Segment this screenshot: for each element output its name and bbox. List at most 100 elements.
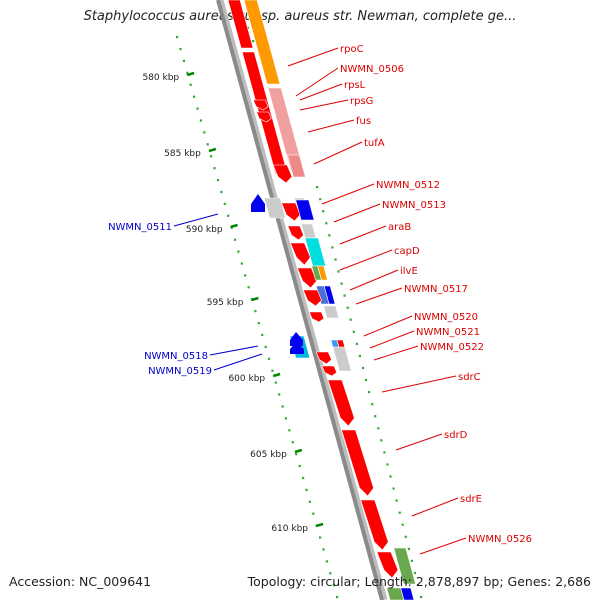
ruler-dot: [291, 441, 294, 444]
cds-block-rev-grey-1: [263, 197, 286, 219]
gene-label-text: ilvE: [400, 266, 418, 277]
ruler-dot: [257, 322, 260, 325]
ruler-dot: [281, 405, 284, 408]
ruler-dot: [271, 369, 274, 372]
leader-line: [295, 67, 339, 97]
gene-label-sdrC: sdrC: [381, 372, 481, 393]
ruler-dot: [383, 451, 386, 454]
cds-arrow-0517: [308, 311, 325, 323]
leader-line: [395, 433, 443, 451]
tick-600: 600 kbp: [228, 372, 281, 384]
ruler-dot: [374, 415, 377, 418]
ruler-dot: [223, 202, 226, 205]
gene-label-NWMN_0519: NWMN_0519: [148, 353, 263, 377]
gene-label-text: capD: [394, 246, 420, 257]
gene-label-NWMN_0521: NWMN_0521: [369, 327, 480, 349]
gene-label-text: NWMN_0519: [148, 366, 212, 377]
gene-label-NWMN_0526: NWMN_0526: [419, 534, 532, 555]
cds-block-grey-2: [300, 223, 317, 239]
gene-label-text: sdrE: [460, 494, 482, 505]
cds-arrow-0526: [376, 551, 399, 579]
leader-line: [299, 83, 343, 101]
ruler-dot: [346, 306, 349, 309]
tick-mark: [230, 223, 238, 229]
ruler-dot: [336, 596, 339, 599]
ruler-dot: [404, 535, 407, 538]
gene-label-tufA: tufA: [313, 138, 385, 165]
ruler-dot: [244, 274, 247, 277]
ruler-dot: [349, 318, 352, 321]
ruler-dot: [196, 107, 199, 110]
cds-arrow-araB: [289, 242, 311, 266]
leader-line: [209, 345, 259, 356]
gene-label-text: araB: [388, 222, 411, 233]
gene-label-NWMN_0513: NWMN_0513: [333, 200, 446, 223]
gene-label-text: sdrC: [458, 372, 481, 383]
ruler-dot: [389, 475, 392, 478]
gene-label-text: tufA: [364, 138, 385, 149]
ruler-dot: [206, 143, 209, 146]
ruler-dot: [227, 214, 230, 217]
cds-arrow-ilvE: [302, 289, 322, 307]
ruler-dot: [328, 234, 331, 237]
cds-block-blue-1: [295, 199, 315, 221]
ruler-dot: [199, 119, 202, 122]
gene-label-text: NWMN_0513: [382, 200, 446, 211]
tick-mark: [294, 448, 303, 454]
gene-label-NWMN_0522: NWMN_0522: [373, 342, 484, 361]
gene-label-NWMN_0512: NWMN_0512: [321, 180, 440, 205]
gene-label-text: sdrD: [444, 430, 468, 441]
leader-line: [287, 47, 339, 67]
ruler-layer: 580 kbp 585 kbp 590 kbp 595 kbp 600 kbp 605 k…: [142, 0, 423, 599]
genome-summary-text: Topology: circular; Length: 2,878,897 bp…: [247, 574, 591, 589]
ruler-dot: [340, 282, 343, 285]
accession-text: Accession: NC_009641: [9, 574, 152, 589]
cds-arrow-tufA: [272, 164, 293, 184]
tick-mark: [272, 372, 281, 378]
gene-label-text: NWMN_0522: [420, 342, 484, 353]
leader-line: [355, 287, 403, 305]
leader-line: [339, 225, 387, 245]
cds-arrow-0513: [287, 225, 304, 241]
inner-ruler: [176, 36, 339, 599]
gene-label-text: NWMN_0517: [404, 284, 468, 295]
cds-block-top-1: [227, 0, 254, 49]
cds-arrow-NWMN_0518: [290, 332, 303, 346]
ruler-dot: [398, 511, 401, 514]
tick-mark: [251, 296, 259, 302]
tick-label: 600 kbp: [228, 374, 265, 384]
ruler-dot: [264, 345, 267, 348]
cds-arrow-0512: [281, 202, 301, 222]
ruler-dot: [364, 378, 368, 382]
gene-label-capD: capD: [339, 246, 420, 271]
ruler-dot: [395, 499, 398, 502]
feature-layer: [227, 0, 416, 600]
leader-line: [213, 353, 263, 371]
cds-arrow-sdrC: [327, 379, 355, 427]
ruler-dot: [233, 238, 237, 241]
ruler-dot: [308, 500, 311, 503]
ruler-dot: [371, 403, 374, 406]
ruler-dot: [416, 583, 420, 587]
leader-line: [381, 375, 457, 393]
gene-label-text: NWMN_0506: [340, 64, 404, 75]
cds-arrow-sdrD: [341, 429, 374, 497]
ruler-dot: [361, 366, 365, 370]
ruler-dot: [322, 548, 325, 551]
ruler-dot: [312, 512, 315, 515]
ruler-dot: [203, 131, 206, 134]
ruler-dot: [343, 294, 346, 297]
cds-block-grey-4: [332, 346, 352, 372]
ruler-dot: [288, 429, 291, 432]
ruler-dot: [220, 190, 223, 194]
leader-line: [373, 345, 419, 361]
gene-label-ilvE: ilvE: [349, 266, 418, 291]
gene-label-text: fus: [356, 116, 371, 127]
ruler-dot: [420, 596, 423, 599]
ruler-dot: [176, 36, 179, 39]
gene-label-text: NWMN_0511: [108, 222, 172, 233]
ruler-dot: [240, 262, 243, 265]
tick-590: 590 kbp: [186, 223, 238, 235]
leader-line: [369, 330, 415, 349]
ruler-dot: [278, 393, 281, 396]
